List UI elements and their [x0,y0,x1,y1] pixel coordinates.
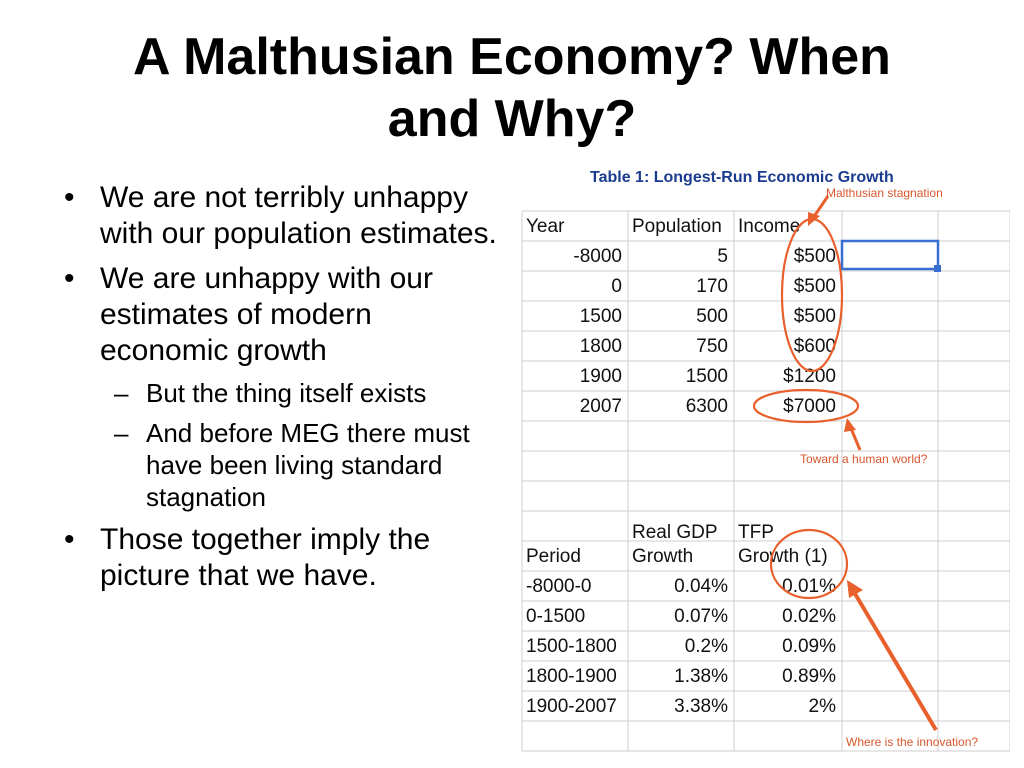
arrow-malthusian [808,195,830,226]
table-cell: 1500 [580,306,622,327]
column-header: Growth (1) [738,546,828,567]
sub-bullet-item: But the thing itself exists [100,377,498,409]
table-cell: $500 [794,246,836,267]
table-cell: 2% [809,696,837,717]
table-cell: 0.04% [674,576,728,597]
table-cell: 0.2% [685,636,728,657]
bullet-item: Those together imply the picture that we… [58,522,498,594]
bullet-text: We are unhappy with our estimates of mod… [100,262,433,367]
column-header: Income [738,216,800,237]
bullet-item: We are unhappy with our estimates of mod… [58,261,498,513]
arrow-innovation [847,580,938,732]
bullet-list: We are not terribly unhappy with our pop… [58,180,498,603]
bullet-text: Those together imply the picture that we… [100,523,431,592]
table-cell: 1800 [580,336,622,357]
table-title: Table 1: Longest-Run Economic Growth [590,169,894,186]
column-header: TFP [738,522,774,543]
table-cell: $600 [794,336,836,357]
table-cell: $7000 [783,396,836,417]
spreadsheet-cells: Year Population Income -8000 5 $500 0 170 $500 15… [526,216,836,717]
table-cell: 500 [696,306,728,327]
table-cell: 750 [696,336,728,357]
table-cell: 0.89% [782,666,836,687]
slide-title: A Malthusian Economy? When and Why? [60,26,964,150]
table-cell: 0 [611,276,622,297]
table-cell: -8000-0 [526,576,592,597]
table-cell: 1800-1900 [526,666,617,687]
table-cell: $1200 [783,366,836,387]
cell-selection-box [840,239,940,271]
column-header: Growth [632,546,693,567]
table-cell: 0.09% [782,636,836,657]
table-cell: 1500 [686,366,728,387]
tfp-oval [769,528,849,600]
table-cell: $500 [794,276,836,297]
table-cell: -8000 [573,246,622,267]
column-header: Year [526,216,565,237]
table-cell: 0.01% [782,576,836,597]
column-header: Real GDP [632,522,718,543]
column-header: Period [526,546,581,567]
growth-table-image: Table 1: Longest-Run Economic Growth Yea… [521,169,1010,752]
sub-bullet-list: But the thing itself exists And before M… [100,377,498,513]
selection-handle [934,265,941,272]
bullet-item: We are not terribly unhappy with our pop… [58,180,498,252]
annotation-innovation: Where is the innovation? [846,735,978,749]
table-cell: 1900 [580,366,622,387]
title-line-2: and Why? [387,90,637,148]
table-cell: 0.07% [674,606,728,627]
sub-bullet-item: And before MEG there must have been livi… [100,417,498,513]
table-cell: 2007 [580,396,622,417]
annotation-malthusian: Malthusian stagnation [826,186,943,200]
annotation-human-world: Toward a human world? [800,452,928,466]
arrow-human-world [844,418,862,451]
table-cell: 1500-1800 [526,636,617,657]
table-cell: 1900-2007 [526,696,617,717]
table-cell: 6300 [686,396,728,417]
table-cell: 0-1500 [526,606,585,627]
modern-income-oval [752,388,860,424]
column-header: Population [632,216,722,237]
table-cell: 3.38% [674,696,728,717]
table-cell: 1.38% [674,666,728,687]
table-cell: 5 [717,246,728,267]
table-cell: 0.02% [782,606,836,627]
bullet-text: We are not terribly unhappy with our pop… [100,181,497,250]
table-cell: 170 [696,276,728,297]
table-cell: $500 [794,306,836,327]
title-line-1: A Malthusian Economy? When [133,28,891,86]
spreadsheet-grid [521,210,1010,752]
